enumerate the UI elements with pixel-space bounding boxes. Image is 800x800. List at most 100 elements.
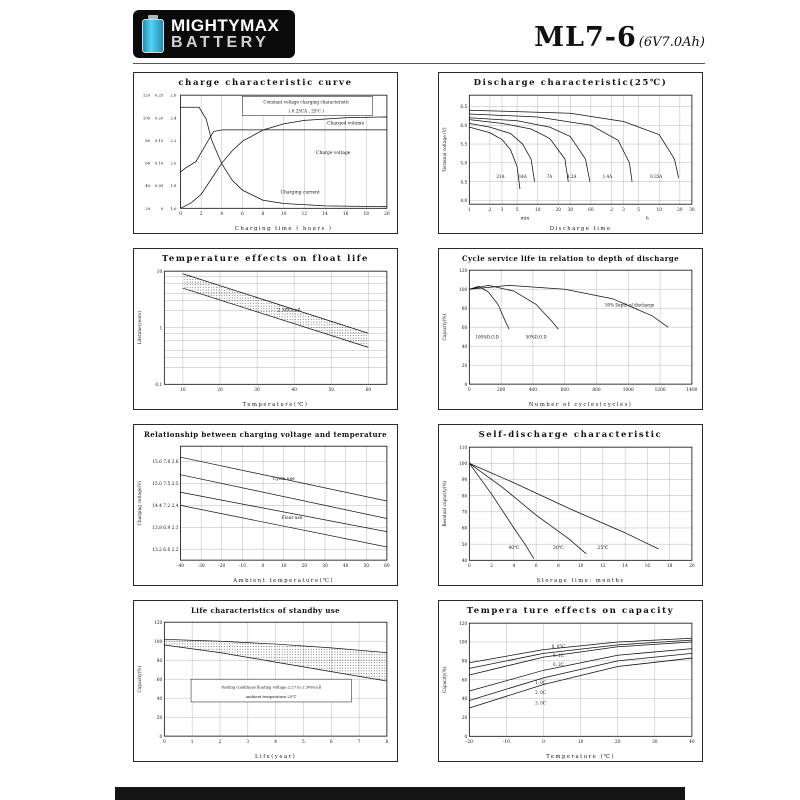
svg-text:60: 60 [145,161,150,166]
svg-text:30: 30 [689,208,695,213]
svg-text:0: 0 [161,206,164,211]
svg-text:40: 40 [343,564,349,569]
svg-text:5: 5 [516,208,519,213]
chart-title: Self-discharge characteristic [478,430,663,440]
chart-box: Cycle service life in relation to depth … [438,248,703,410]
svg-text:0. 1C: 0. 1C [553,653,564,658]
svg-text:110: 110 [459,446,467,451]
svg-text:3: 3 [246,740,249,745]
svg-text:2: 2 [200,212,203,217]
svg-text:30: 30 [322,564,328,569]
svg-text:0.10: 0.10 [155,161,164,166]
svg-text:0.25: 0.25 [155,93,164,98]
svg-text:1: 1 [468,208,471,213]
chart-box: Temperature effects on float life 10 20 30 4… [133,248,398,410]
svg-text:100%D.O.D: 100%D.O.D [475,334,499,339]
svg-text:60: 60 [462,326,468,331]
svg-text:Number of cycles(cycles): Number of cycles(cycles) [529,401,633,408]
svg-text:Capacity(%): Capacity(%) [443,666,448,693]
svg-text:40: 40 [145,183,150,188]
svg-text:Charging voltage(V): Charging voltage(V) [138,481,143,526]
chart-title: Cycle service life in relation to depth … [462,254,679,263]
svg-text:12: 12 [302,212,308,217]
svg-text:14A: 14A [519,174,527,179]
svg-text:h: h [646,215,649,221]
svg-text:30℃: 30℃ [553,545,564,551]
svg-text:2: 2 [489,208,492,213]
svg-text:40: 40 [291,388,297,393]
svg-text:2.2: 2.2 [170,138,177,143]
chart-plot: 10 20 30 40 50 60 10 1 0.1 2.30V/cell Temperature(… [138,270,388,408]
svg-text:4: 4 [274,740,277,745]
svg-text:10: 10 [157,270,163,275]
svg-text:18: 18 [667,564,673,569]
svg-text:1. 0C: 1. 0C [535,680,546,685]
svg-text:15.6 7.8 2.6: 15.6 7.8 2.6 [152,460,178,465]
svg-text:2.30V/cell: 2.30V/cell [277,308,301,314]
svg-text:0: 0 [542,740,545,745]
svg-text:8: 8 [386,740,389,745]
svg-text:2. 0C: 2. 0C [535,690,546,695]
svg-text:30: 30 [568,208,574,213]
svg-text:4: 4 [512,564,515,569]
svg-text:1400: 1400 [686,388,697,393]
svg-text:-20: -20 [466,740,473,745]
svg-text:16: 16 [343,212,349,217]
svg-text:Charging current: Charging current [281,189,320,195]
svg-text:10: 10 [180,388,186,393]
svg-text:0: 0 [179,212,182,217]
brand-text: MIGHTYMAX BATTERY [171,17,279,51]
svg-text:14: 14 [622,564,628,569]
svg-text:100: 100 [154,640,162,645]
svg-text:120: 120 [143,93,151,98]
svg-text:Terminal voltage (V): Terminal voltage (V) [443,127,448,172]
model-block: ML7-6 (6V7.0Ah) [534,22,705,53]
svg-text:40: 40 [462,345,468,350]
svg-text:10: 10 [578,564,584,569]
svg-text:1.8: 1.8 [170,183,177,188]
svg-text:10: 10 [535,208,541,213]
chart-plot: 0 2 4 6 8 10 12 14 16 18 20 40 50 60 70 80 90 100 110 40℃ 30… [443,446,695,584]
svg-text:20: 20 [384,212,390,217]
svg-text:1000: 1000 [623,388,634,393]
svg-text:16: 16 [645,564,651,569]
svg-text:0.35A: 0.35A [650,174,662,179]
svg-text:100: 100 [143,115,151,120]
chart-box: Life characteristics of standby use 0 1 2 3 4… [133,600,398,762]
svg-text:60: 60 [462,527,468,532]
svg-text:-30: -30 [198,564,205,569]
chart-box: Self-discharge characteristic 0 2 4 6 8 10 12 14… [438,424,703,586]
svg-text:20: 20 [677,208,683,213]
svg-text:5: 5 [637,208,640,213]
svg-text:0. 05C: 0. 05C [552,644,565,649]
svg-text:0: 0 [468,388,471,393]
svg-text:100: 100 [459,462,467,467]
chart-plot: 0 2 4 6 8 10 12 14 16 18 20 2.6 2.4 2.2 2.0 1.8 1.6 0.25 0… [143,93,390,232]
svg-text:70: 70 [462,510,468,515]
battery-body [142,19,164,53]
svg-text:30: 30 [254,388,260,393]
svg-text:10: 10 [281,564,287,569]
svg-text:20: 20 [462,364,468,369]
svg-text:-20: -20 [218,564,225,569]
svg-text:40: 40 [689,740,695,745]
svg-text:3: 3 [501,208,504,213]
svg-text:2.6: 2.6 [170,93,177,98]
svg-text:120: 120 [459,269,467,274]
svg-text:Capacity(%): Capacity(%) [138,665,143,692]
svg-text:90: 90 [462,478,468,483]
svg-text:20: 20 [302,564,308,569]
svg-text:-10: -10 [503,740,510,745]
chart-plot: 0 200 400 600 800 1000 1200 1400 0 20 40 60 80 100 120… [443,269,697,408]
model-spec: (6V7.0Ah) [638,35,705,50]
svg-text:6: 6 [330,740,333,745]
svg-text:8: 8 [557,564,560,569]
svg-text:80: 80 [462,660,468,665]
svg-text:120: 120 [459,622,467,627]
svg-text:0: 0 [465,383,468,388]
svg-text:3. 0C: 3. 0C [535,700,546,705]
svg-text:20: 20 [157,716,163,721]
svg-text:5: 5 [302,740,305,745]
svg-text:0: 0 [160,735,163,740]
